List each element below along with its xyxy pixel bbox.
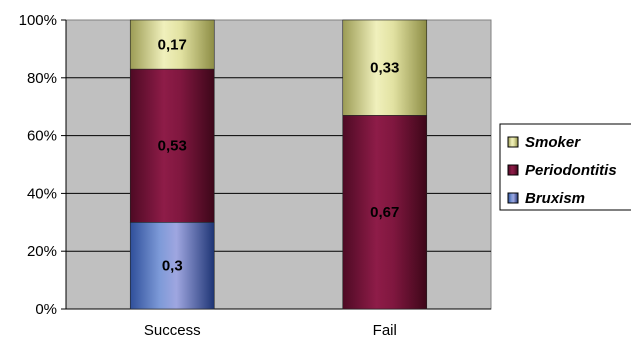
- bar-smoker-success: [129, 19, 215, 70]
- data-label: 0,17: [158, 37, 187, 54]
- x-tick-label: Success: [144, 322, 201, 339]
- bar-periodontitis-success: [129, 68, 215, 223]
- legend-box: [499, 123, 631, 211]
- bar-smoker-fail: [342, 19, 428, 116]
- legend-label-periodontitis: Periodontitis: [525, 162, 617, 179]
- plot-background: [65, 19, 492, 310]
- legend-label-bruxism: Bruxism: [525, 190, 585, 207]
- data-label: 0,53: [158, 138, 187, 155]
- data-label: 0,67: [370, 204, 399, 221]
- y-tick-label: 40%: [27, 185, 57, 202]
- legend-swatch-smoker: [507, 136, 519, 148]
- legend-label-smoker: Smoker: [525, 134, 581, 151]
- bar-bruxism-success: [129, 222, 215, 310]
- legend-swatch-periodontitis: [507, 164, 519, 176]
- legend: Smoker Periodontitis Bruxism: [499, 123, 631, 211]
- y-tick-label: 100%: [19, 12, 57, 29]
- data-label: 0,33: [370, 60, 399, 77]
- y-tick-label: 60%: [27, 128, 57, 145]
- plot-area: 0% 20% 40% 60% 80% 100% 0,3 0,53 0,17 Success 0,67…: [19, 12, 492, 339]
- y-tick-label: 20%: [27, 243, 57, 260]
- legend-swatch-bruxism: [507, 192, 519, 204]
- y-tick-label: 80%: [27, 70, 57, 87]
- x-tick-label: Fail: [373, 322, 397, 339]
- data-label: 0,3: [162, 258, 183, 275]
- y-tick-label: 0%: [35, 301, 57, 318]
